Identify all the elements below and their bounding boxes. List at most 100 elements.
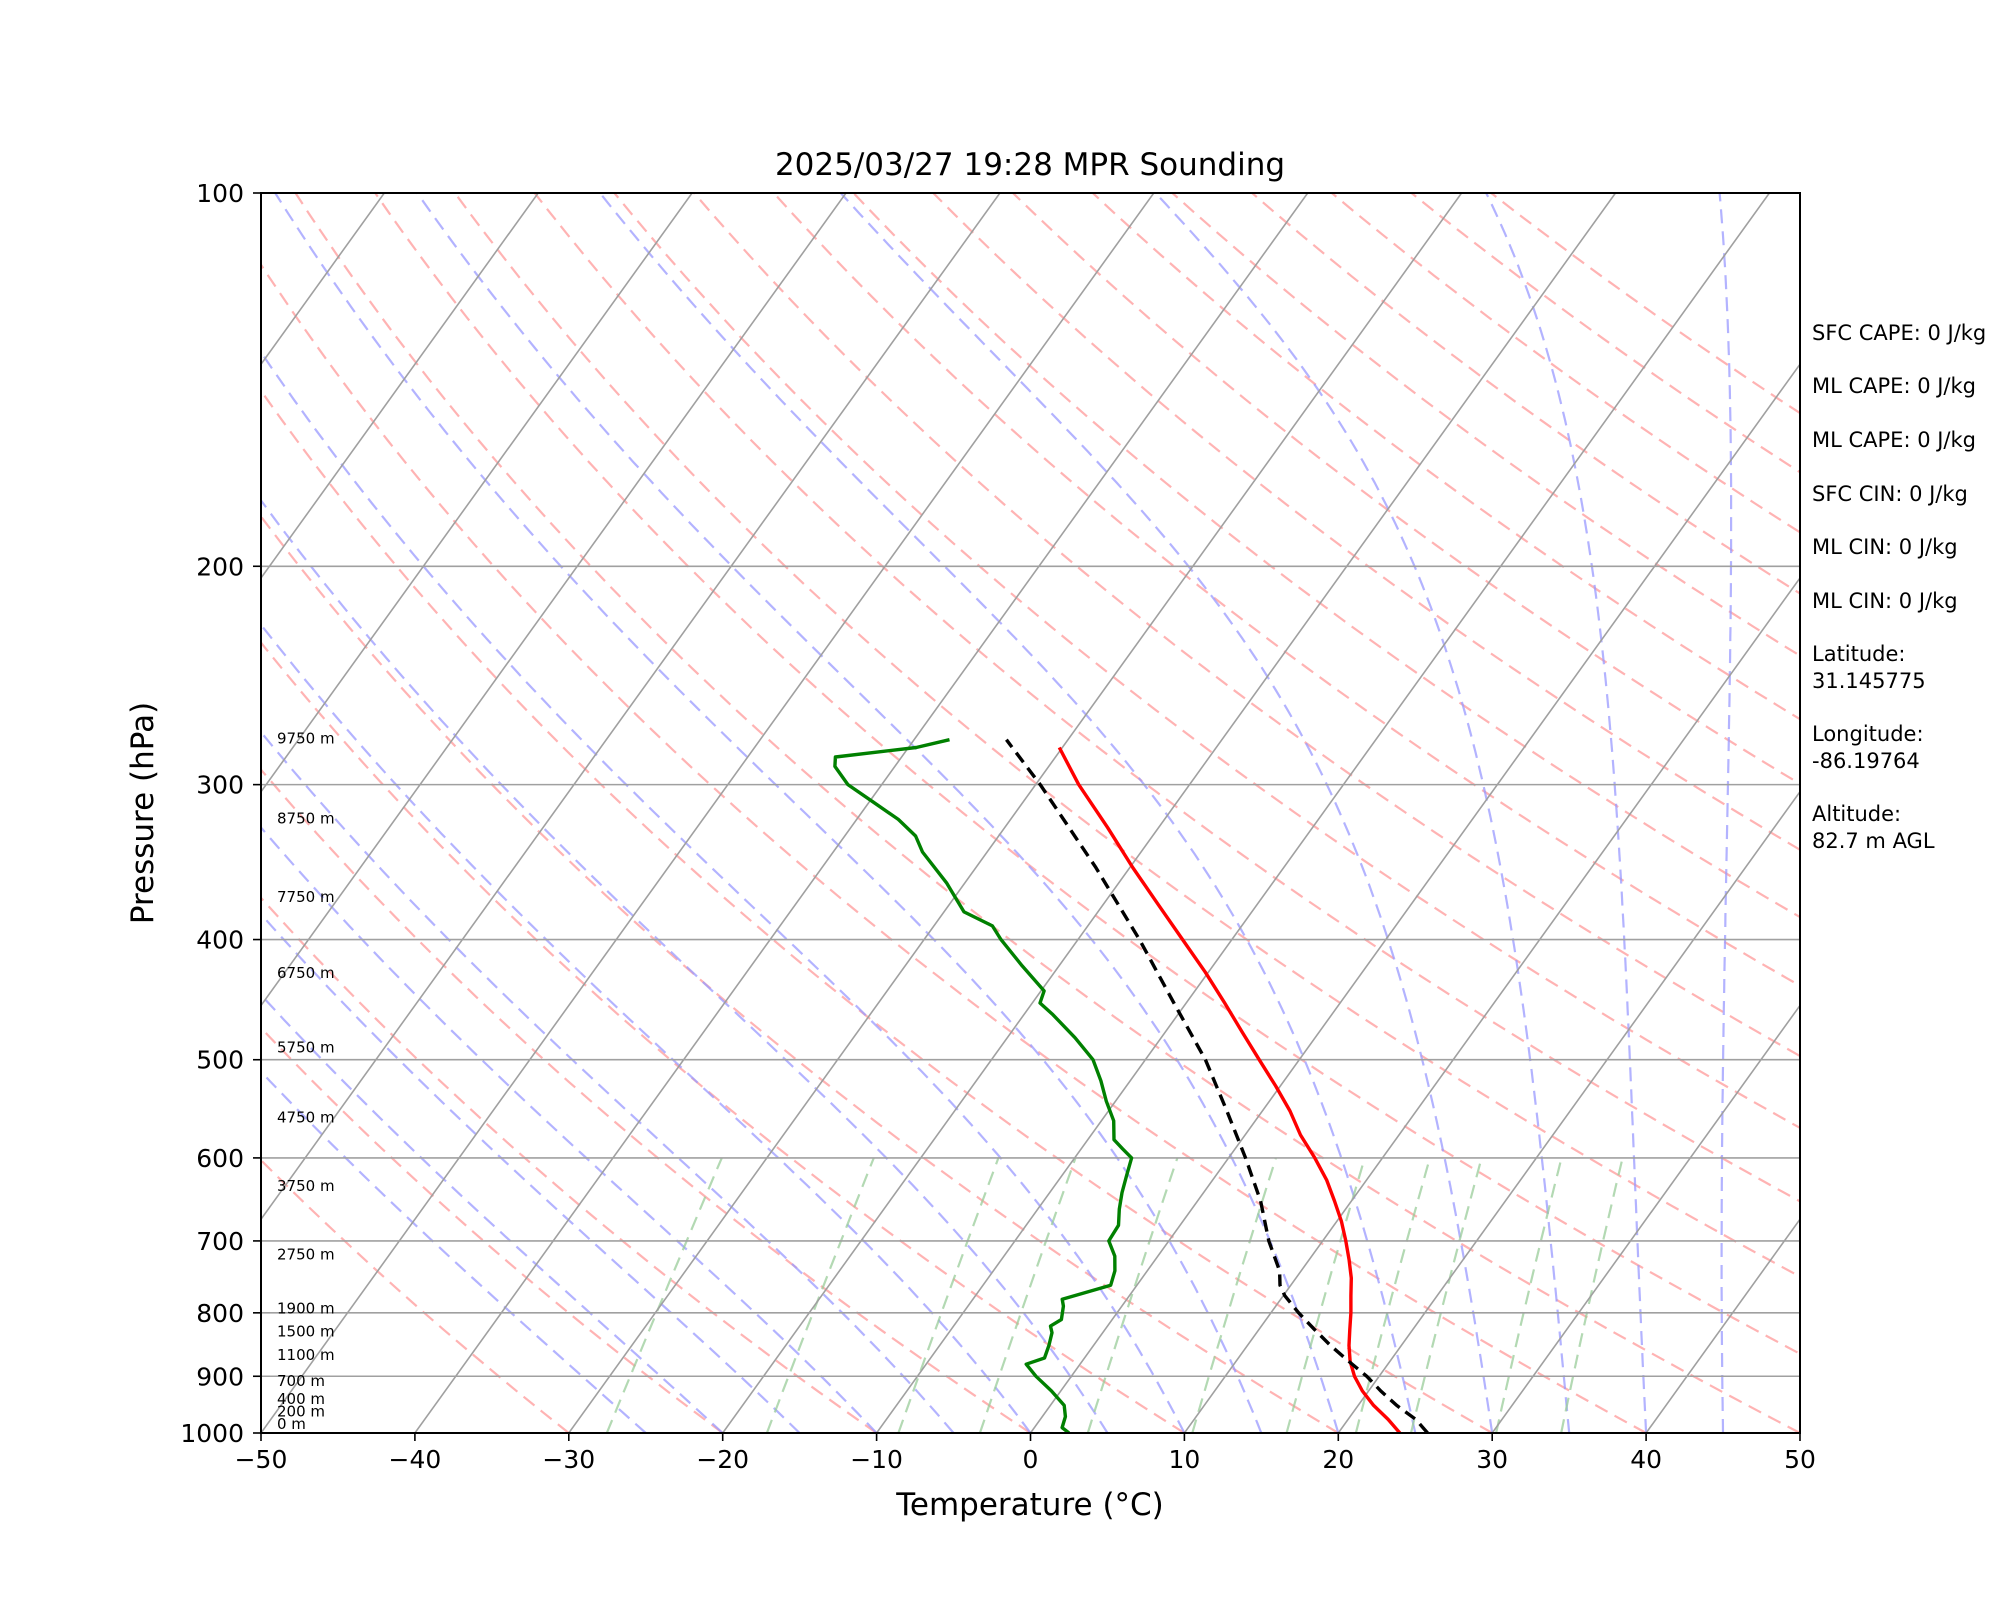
isotherm-line xyxy=(1029,362,1800,1433)
mixing-ratio-line xyxy=(1086,1157,1179,1433)
mixing-ratio-line xyxy=(1285,1157,1366,1433)
height-label: 1900 m xyxy=(277,1300,335,1318)
moist-adiabat xyxy=(1718,193,1733,1433)
height-label: 5750 m xyxy=(277,1038,335,1056)
isotherms xyxy=(0,193,1800,1433)
background-lines xyxy=(0,193,1800,1433)
dry-adiabat xyxy=(693,193,1800,1058)
dry-adiabat xyxy=(1410,193,1800,474)
x-tick-label: 0 xyxy=(1023,1445,1039,1474)
y-tick-label: 600 xyxy=(196,1144,244,1173)
dry-adiabat xyxy=(1251,193,1800,595)
moist-adiabats xyxy=(261,193,1733,1433)
dry-adiabat xyxy=(261,514,1339,1433)
y-axis-label: Pressure (hPa) xyxy=(125,702,161,924)
isotherm-line xyxy=(261,193,693,794)
moist-adiabat xyxy=(1485,193,1648,1433)
dry-adiabat xyxy=(374,193,1800,1356)
moist-adiabat xyxy=(1154,193,1571,1433)
latitude-label: Latitude: xyxy=(1812,642,1906,666)
x-tick-label: 30 xyxy=(1476,1445,1508,1474)
isotherm-line xyxy=(0,193,77,1433)
dry-adiabat xyxy=(1171,193,1800,658)
dry-adiabat xyxy=(261,1026,724,1433)
mixing-ratio-line xyxy=(765,1157,875,1433)
isotherm-line xyxy=(261,193,1001,1221)
sfc-cin-text: SFC CIN: 0 J/kg xyxy=(1812,482,1968,506)
altitude-label: Altitude: xyxy=(1812,802,1901,826)
dry-adiabat xyxy=(772,193,1800,988)
mixing-ratio-line xyxy=(1495,1157,1563,1433)
dry-adiabat xyxy=(932,193,1800,852)
isotherm-line xyxy=(1645,1217,1800,1433)
moist-adiabat xyxy=(261,350,1186,1433)
isotherm-line xyxy=(568,193,1463,1433)
dry-adiabat xyxy=(1490,193,1800,415)
longitude-value: -86.19764 xyxy=(1812,749,1920,773)
y-tick-label: 900 xyxy=(196,1362,244,1391)
chart-title: 2025/03/27 19:28 MPR Sounding xyxy=(775,147,1285,183)
ml-cin-text: ML CIN: 0 J/kg xyxy=(1812,535,1958,559)
height-label: 4750 m xyxy=(277,1108,335,1126)
mixing-ratio-line xyxy=(1191,1157,1277,1433)
y-tick-label: 700 xyxy=(196,1227,244,1256)
moist-adiabat xyxy=(261,993,724,1433)
dry-adiabat xyxy=(852,193,1800,919)
y-tick-label: 400 xyxy=(196,926,244,955)
height-label: 400 m xyxy=(277,1390,325,1408)
mixing-ratio-line xyxy=(1354,1157,1431,1433)
isotherm-line xyxy=(414,193,1309,1433)
height-label: 700 m xyxy=(277,1372,325,1390)
dry-adiabat xyxy=(1012,193,1800,786)
dry-adiabat xyxy=(613,193,1800,1130)
mixing-ratio-line xyxy=(1409,1157,1483,1433)
sounding-profiles xyxy=(833,738,1429,1433)
dry-adiabat xyxy=(261,1158,570,1433)
height-label: 2750 m xyxy=(277,1246,335,1264)
dry-adiabat xyxy=(261,640,1185,1433)
latitude-value: 31.145775 xyxy=(1812,669,1926,693)
height-label: 3750 m xyxy=(277,1177,335,1195)
dry-adiabat xyxy=(533,193,1800,1203)
isobars xyxy=(261,565,1800,1378)
y-tick-label: 1000 xyxy=(180,1419,244,1448)
height-label: 9750 m xyxy=(277,729,335,747)
x-tick-label: −20 xyxy=(696,1445,749,1474)
moist-adiabat xyxy=(839,193,1494,1433)
x-axis-ticks: −50 −40 −30 −20 −10 0 10 20 30 40 50 xyxy=(235,1433,1816,1474)
isotherm-line xyxy=(1337,790,1800,1433)
height-label: 0 m xyxy=(277,1415,306,1433)
dry-adiabat xyxy=(261,388,1493,1433)
isotherm-line xyxy=(875,193,1771,1433)
mixing-ratio-line xyxy=(605,1157,723,1433)
moist-adiabat xyxy=(599,193,1417,1433)
x-tick-label: −10 xyxy=(850,1445,903,1474)
ml-cape-text-2: ML CAPE: 0 J/kg xyxy=(1812,428,1976,452)
y-tick-label: 200 xyxy=(196,552,244,581)
x-tick-label: 10 xyxy=(1168,1445,1200,1474)
isotherm-line xyxy=(261,193,539,580)
isotherm-line xyxy=(1491,1004,1800,1433)
x-tick-label: 50 xyxy=(1784,1445,1816,1474)
x-tick-label: 40 xyxy=(1630,1445,1662,1474)
parcel-profile xyxy=(1005,738,1429,1433)
x-tick-label: 20 xyxy=(1322,1445,1354,1474)
isotherm-line xyxy=(261,193,1155,1433)
height-label: 200 m xyxy=(277,1402,325,1420)
ml-cape-text: ML CAPE: 0 J/kg xyxy=(1812,374,1976,398)
height-label: 1100 m xyxy=(277,1346,335,1364)
info-panel: SFC CAPE: 0 J/kg ML CAPE: 0 J/kg ML CAPE… xyxy=(1812,321,1986,853)
y-tick-label: 300 xyxy=(196,771,244,800)
altitude-value: 82.7 m AGL xyxy=(1812,829,1935,853)
moist-adiabat xyxy=(261,623,1032,1433)
height-label: 6750 m xyxy=(277,964,335,982)
dry-adiabat xyxy=(294,193,1800,1433)
y-tick-label: 100 xyxy=(196,179,244,208)
moist-adiabat xyxy=(274,193,1263,1433)
height-label: 7750 m xyxy=(277,888,335,906)
dry-adiabats xyxy=(261,193,1800,1433)
y-tick-label: 800 xyxy=(196,1299,244,1328)
moist-adiabat xyxy=(261,1070,647,1433)
